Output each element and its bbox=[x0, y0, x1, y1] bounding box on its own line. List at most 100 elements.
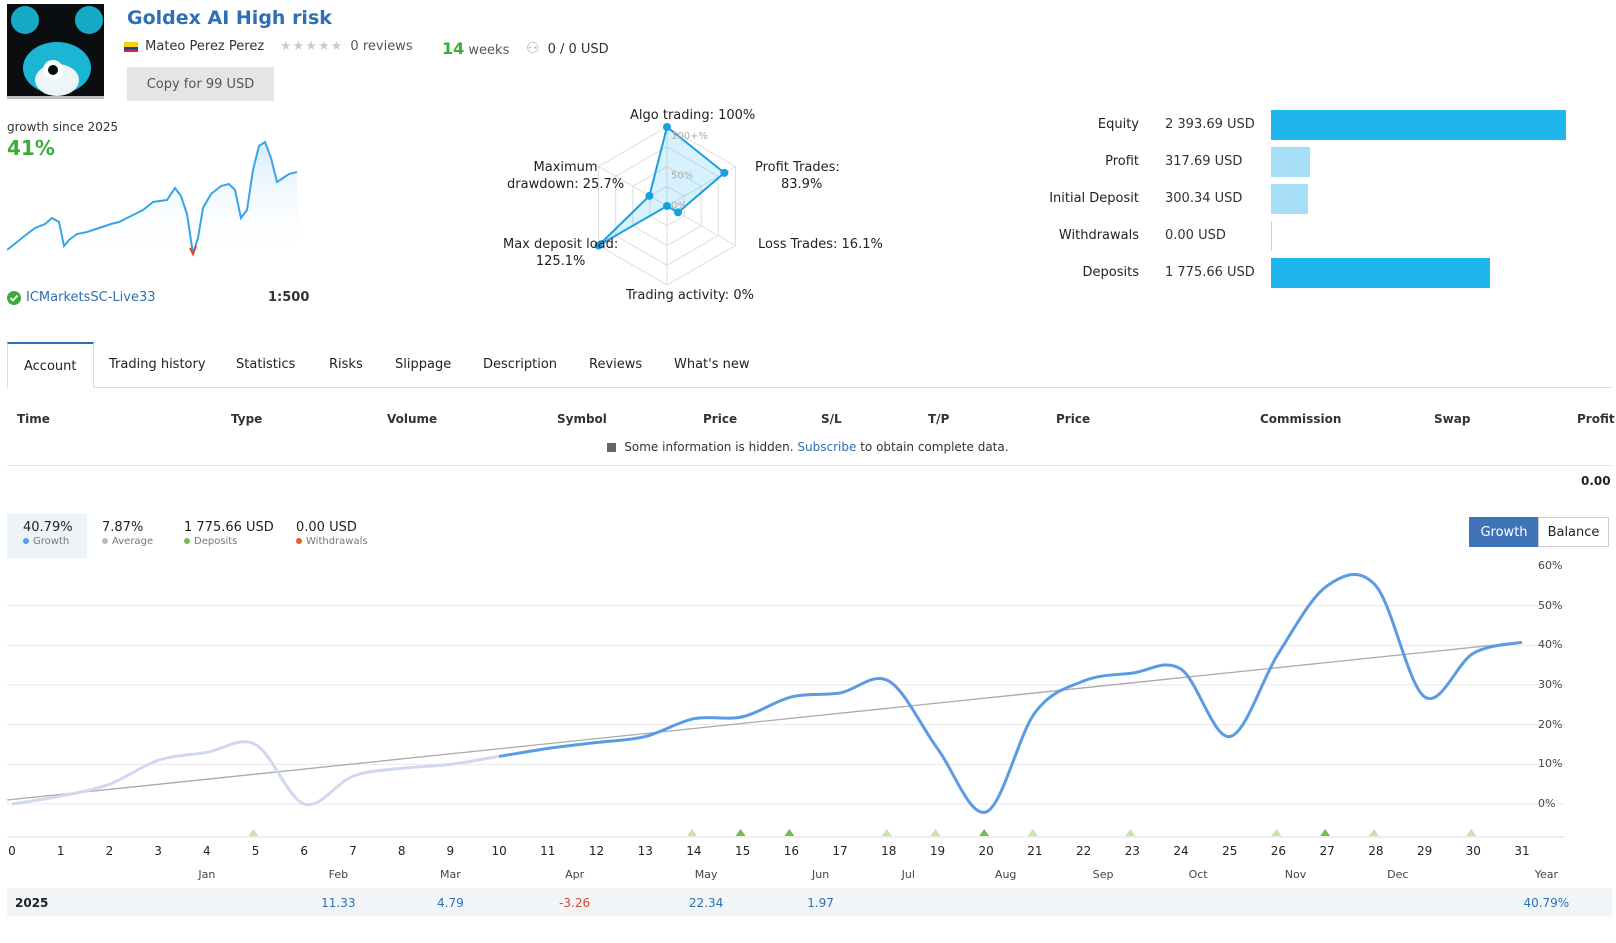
balance-bar bbox=[1271, 221, 1272, 251]
year-month-value: 40.79% bbox=[1523, 896, 1570, 910]
tab-account[interactable]: Account bbox=[7, 342, 94, 388]
tab-description[interactable]: Description bbox=[483, 357, 558, 372]
radar-point bbox=[720, 168, 729, 177]
col-profit[interactable]: Profit bbox=[1577, 412, 1615, 426]
col-time[interactable]: Time bbox=[17, 412, 50, 426]
x-axis-tick-label: 19 bbox=[929, 844, 946, 858]
signal-title[interactable]: Goldex AI High risk bbox=[127, 7, 332, 29]
tab-statistics[interactable]: Statistics bbox=[236, 357, 296, 372]
subscribe-link[interactable]: Subscribe bbox=[797, 440, 857, 454]
x-axis-tick-label: 15 bbox=[735, 844, 751, 858]
mini-growth-area bbox=[7, 142, 299, 260]
year-summary-row bbox=[7, 888, 1612, 916]
tab-whats-new[interactable]: What's new bbox=[674, 357, 750, 372]
deposit-marker bbox=[1368, 829, 1379, 836]
stat-growth[interactable]: 40.79% Growth bbox=[23, 520, 73, 547]
balance-label: Withdrawals bbox=[1058, 228, 1139, 243]
y-axis-tick-label: 20% bbox=[1538, 717, 1563, 731]
tab-trading-history[interactable]: Trading history bbox=[109, 357, 206, 372]
weeks-label: weeks bbox=[468, 43, 510, 58]
growth-toggle-button[interactable]: Growth bbox=[1469, 517, 1539, 547]
month-label: Aug bbox=[994, 868, 1017, 881]
x-axis-tick-label: 10 bbox=[491, 844, 507, 858]
x-axis-tick-label: 4 bbox=[203, 844, 211, 858]
tab-reviews[interactable]: Reviews bbox=[589, 357, 643, 372]
col-swap[interactable]: Swap bbox=[1434, 412, 1471, 426]
weeks-number: 14 bbox=[442, 39, 465, 58]
balance-toggle-button[interactable]: Balance bbox=[1538, 517, 1609, 547]
col-volume[interactable]: Volume bbox=[387, 412, 438, 426]
col-close-price[interactable]: Price bbox=[1056, 412, 1091, 426]
x-axis-tick-label: 30 bbox=[1465, 844, 1481, 858]
deposit-marker bbox=[784, 829, 795, 836]
x-axis-tick-label: 5 bbox=[251, 844, 260, 858]
stat-withdrawals[interactable]: 0.00 USD Withdrawals bbox=[296, 520, 368, 547]
stat-withdrawals-label: Withdrawals bbox=[306, 536, 368, 547]
balance-label: Initial Deposit bbox=[1049, 191, 1139, 206]
deposit-marker bbox=[248, 829, 259, 836]
x-axis-tick-label: 2 bbox=[105, 844, 114, 858]
author[interactable]: Mateo Perez Perez bbox=[124, 39, 264, 54]
stat-deposits-value: 1 775.66 USD bbox=[184, 520, 274, 535]
y-axis-tick-label: 60% bbox=[1538, 559, 1563, 572]
broker-link[interactable]: ICMarketsSC-Live33 bbox=[26, 290, 156, 305]
month-label: Year bbox=[1534, 868, 1558, 881]
growth-stat-highlight bbox=[7, 514, 87, 558]
growth-chart[interactable] bbox=[0, 570, 1616, 900]
month-label: Nov bbox=[1284, 868, 1307, 881]
radar-scale-label: 0% bbox=[671, 201, 687, 212]
stat-deposits[interactable]: 1 775.66 USD Deposits bbox=[184, 520, 274, 547]
mini-growth-chart[interactable] bbox=[7, 130, 299, 260]
lock-icon bbox=[607, 443, 617, 452]
col-commission[interactable]: Commission bbox=[1260, 412, 1342, 426]
copy-button[interactable]: Copy for 99 USD bbox=[127, 67, 274, 101]
avatar[interactable] bbox=[7, 4, 104, 99]
col-tp[interactable]: T/P bbox=[928, 412, 950, 426]
subscribers: ⚇ 0 / 0 USD bbox=[526, 39, 609, 57]
balance-value: 300.34 USD bbox=[1165, 191, 1243, 206]
month-label: Jan bbox=[198, 868, 216, 881]
x-axis-tick-label: 24 bbox=[1173, 844, 1189, 858]
deposit-marker bbox=[979, 829, 990, 836]
radar-deposit-title: Max deposit load: bbox=[503, 237, 619, 252]
tab-risks[interactable]: Risks bbox=[329, 357, 363, 372]
month-label: Apr bbox=[565, 868, 585, 881]
stat-average[interactable]: 7.87% Average bbox=[102, 520, 153, 547]
x-axis-tick-label: 26 bbox=[1270, 844, 1287, 858]
x-axis-tick-label: 31 bbox=[1514, 844, 1530, 858]
radar-point bbox=[645, 191, 654, 200]
radar-scale-label: 50% bbox=[671, 171, 693, 182]
y-axis-tick-label: 40% bbox=[1538, 638, 1563, 652]
month-label: Jul bbox=[901, 868, 915, 881]
stat-growth-value: 40.79% bbox=[23, 520, 73, 535]
x-axis-tick-label: 17 bbox=[832, 844, 848, 858]
radar-label-profit: Profit Trades: 83.9% bbox=[755, 159, 840, 193]
balance-bar bbox=[1271, 110, 1566, 140]
x-axis-tick-label: 7 bbox=[349, 844, 357, 858]
x-axis-tick-label: 6 bbox=[300, 844, 309, 858]
rating[interactable]: ★★★★★ 0 reviews bbox=[280, 39, 413, 54]
month-label: Jun bbox=[811, 868, 830, 881]
deposit-marker bbox=[735, 829, 746, 836]
x-axis-tick-label: 25 bbox=[1222, 844, 1238, 858]
x-axis-tick-label: 18 bbox=[881, 844, 897, 858]
y-axis-tick-label: 50% bbox=[1538, 598, 1563, 612]
x-axis-tick-label: 29 bbox=[1416, 844, 1433, 858]
col-type[interactable]: Type bbox=[231, 412, 263, 426]
col-symbol[interactable]: Symbol bbox=[557, 412, 607, 426]
growth-line-history bbox=[11, 740, 500, 807]
radar-label-loss: Loss Trades: 16.1% bbox=[758, 237, 883, 252]
deposit-marker bbox=[1027, 829, 1038, 836]
year-month-value: 22.34 bbox=[688, 896, 724, 910]
col-price[interactable]: Price bbox=[703, 412, 738, 426]
stat-average-value: 7.87% bbox=[102, 520, 144, 535]
month-label: May bbox=[694, 868, 718, 881]
growth-value: 41% bbox=[7, 136, 55, 160]
radar-point bbox=[594, 241, 603, 250]
tab-slippage[interactable]: Slippage bbox=[395, 357, 452, 372]
balance-bar bbox=[1271, 258, 1490, 288]
col-sl[interactable]: S/L bbox=[821, 412, 842, 426]
x-axis-tick-label: 28 bbox=[1368, 844, 1384, 858]
mini-growth-line bbox=[7, 140, 298, 255]
x-axis-tick-label: 22 bbox=[1075, 844, 1092, 858]
